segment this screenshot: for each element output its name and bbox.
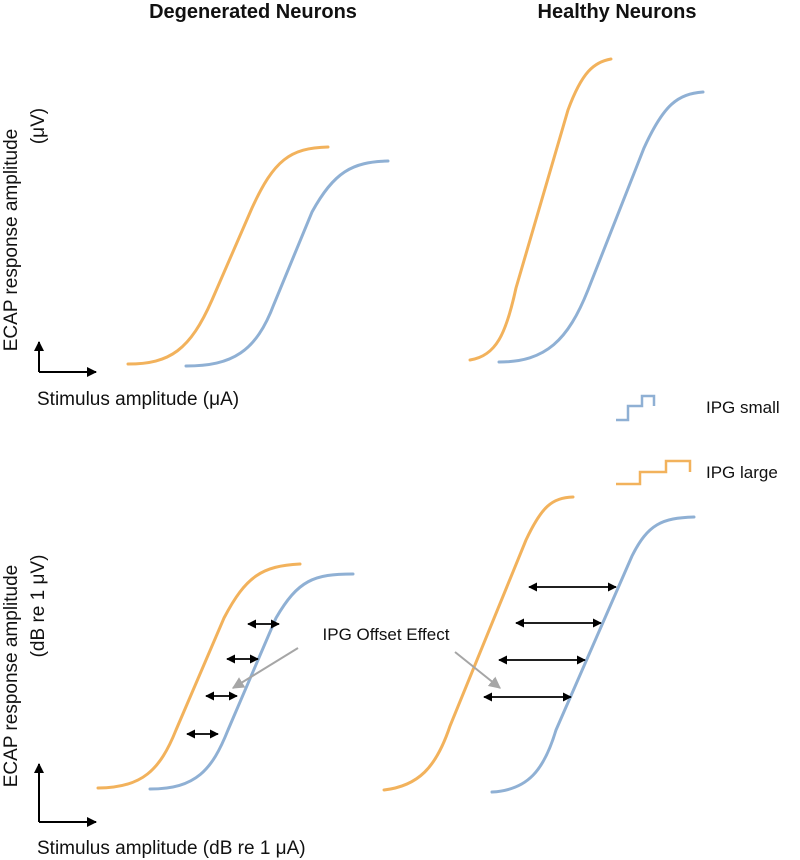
bottom-panel: ECAP response amplitude (dB re 1 μV) Sti… bbox=[1, 495, 696, 859]
bottom-x-axis-label: Stimulus amplitude (dB re 1 μA) bbox=[37, 838, 306, 859]
top-healthy-ipg-large-curve bbox=[468, 57, 613, 362]
top-panel: ECAP response amplitude (μV) Stimulus am… bbox=[1, 57, 705, 410]
bottom-healthy-ipg-large-curve bbox=[382, 495, 575, 792]
annotation-pointer-left bbox=[231, 647, 299, 689]
title-healthy: Healthy Neurons bbox=[538, 1, 697, 23]
legend: IPG small IPG large bbox=[616, 394, 780, 486]
top-healthy-ipg-small-curve bbox=[497, 90, 705, 364]
title-degenerated: Degenerated Neurons bbox=[149, 1, 357, 23]
ipg-large-legend-label: IPG large bbox=[706, 463, 778, 482]
top-degenerated-ipg-large-curve bbox=[126, 145, 330, 366]
ipg-small-legend-label: IPG small bbox=[706, 398, 780, 417]
bottom-y-axis-label: ECAP response amplitude bbox=[1, 565, 22, 788]
ipg-large-legend-icon bbox=[616, 459, 692, 486]
top-degenerated-ipg-small-curve bbox=[184, 159, 390, 368]
ipg-small-legend-icon bbox=[616, 394, 656, 422]
bottom-y-axis-unit: (dB re 1 μV) bbox=[28, 555, 49, 658]
bottom-degenerated-ipg-small-curve bbox=[148, 572, 355, 791]
annotation-pointer-right bbox=[454, 651, 501, 689]
top-y-axis-label: ECAP response amplitude bbox=[1, 129, 22, 352]
bottom-degenerated-ipg-large-curve bbox=[96, 562, 302, 790]
bottom-healthy-ipg-small-curve bbox=[490, 515, 696, 794]
ipg-offset-effect-annotation: IPG Offset Effect bbox=[323, 625, 450, 644]
top-y-axis-unit: (μV) bbox=[28, 108, 49, 144]
top-x-axis-label: Stimulus amplitude (μA) bbox=[37, 389, 239, 410]
